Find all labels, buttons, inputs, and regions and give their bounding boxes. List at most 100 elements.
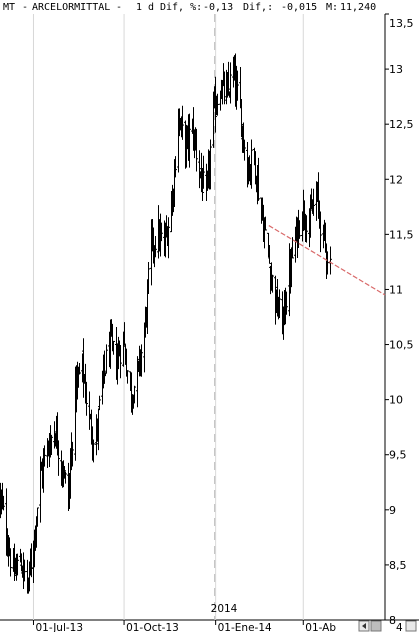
ohlc-bar	[88, 391, 91, 430]
ohlc-bar	[319, 211, 322, 253]
ohlc-bar	[50, 434, 53, 456]
y-tick-label: 13,5	[389, 17, 414, 30]
ohlc-bar	[268, 244, 271, 265]
ohlc-bar	[57, 440, 60, 476]
ohlc-bar	[198, 150, 201, 189]
ohlc-bar	[181, 105, 184, 140]
ohlc-bar	[214, 76, 217, 133]
header-dash: -	[22, 2, 28, 13]
ohlc-bar	[71, 441, 74, 467]
y-tick-label: 13	[389, 63, 403, 76]
ohlc-bar	[271, 274, 274, 293]
header-change-pct: -0,13	[203, 2, 233, 13]
trendline[interactable]	[268, 225, 386, 296]
ohlc-bar	[36, 507, 39, 527]
header-change-label: Dif, %:	[160, 2, 202, 13]
y-tick-label: 12,5	[389, 118, 414, 131]
ohlc-bar	[13, 543, 16, 581]
ohlc-bar	[112, 340, 115, 355]
chart-header: MT - ARCELORMITTAL - 1 d Dif, %: -0,13 D…	[3, 2, 376, 13]
header-name: ARCELORMITTAL	[32, 2, 110, 13]
scroll-right-icon[interactable]	[405, 620, 417, 632]
ohlc-bar	[63, 465, 66, 479]
y-tick-label: 9	[389, 504, 396, 517]
y-axis-labels: 13,5 13 12,5 12 11,5 11 10,5 10 9,5 9 8,5 8	[385, 13, 414, 627]
ohlc-bar	[9, 548, 12, 577]
ohlc-bar	[64, 471, 67, 484]
ohlc-bar	[123, 322, 126, 346]
ohlc-bar	[264, 216, 267, 231]
x-tick-label: 01-Oct-13	[126, 622, 179, 632]
ohlc-bar	[160, 222, 163, 242]
y-tick-label: 9,5	[389, 449, 407, 462]
ohlc-bar	[250, 139, 253, 189]
ohlc-bars	[0, 53, 332, 594]
ohlc-bar	[23, 559, 26, 582]
ohlc-bar	[285, 291, 288, 315]
year-marker-label: 2014	[211, 603, 238, 615]
ohlc-bar	[329, 246, 332, 275]
ohlc-bar	[78, 362, 81, 375]
ohlc-bar	[227, 61, 230, 96]
ohlc-bar	[174, 156, 177, 178]
x-tick-label: 01-Jul-13	[35, 622, 83, 632]
x-axis-labels: 01-Jul-13 01-Oct-13 01-Ene-14 01-Ab	[32, 620, 336, 632]
ohlc-bar	[85, 381, 88, 416]
ohlc-bar	[257, 157, 260, 201]
ohlc-bar	[105, 344, 108, 374]
ohlc-bar	[223, 71, 226, 105]
ohlc-bar	[154, 236, 157, 258]
ohlc-bar	[201, 168, 204, 201]
y-tick-label: 12	[389, 173, 403, 186]
ohlc-bar	[98, 395, 101, 411]
header-price: 11,240	[340, 2, 376, 13]
x-tick-label: 01-Ene-14	[218, 622, 272, 632]
y-tick-label: 10	[389, 394, 403, 407]
ohlc-bar	[2, 495, 5, 511]
y-tick-label: 11	[389, 283, 403, 296]
ohlc-bar	[126, 370, 129, 384]
ohlc-bar	[209, 139, 212, 190]
scroll-left-arrow-icon	[362, 623, 366, 629]
ohlc-bar	[195, 128, 198, 172]
y-tick-label: 11,5	[389, 228, 414, 241]
scroll-right-label: 4	[396, 622, 403, 632]
ohlc-bar	[236, 70, 239, 101]
ohlc-bar	[103, 350, 106, 384]
header-price-label: M:	[326, 2, 338, 13]
y-tick-label: 10,5	[389, 339, 414, 352]
ohlc-bar	[297, 209, 300, 249]
ohlc-bar	[229, 62, 232, 104]
ohlc-bar	[188, 113, 191, 168]
ohlc-bar	[291, 237, 294, 259]
ohlc-bar	[216, 93, 219, 116]
x-tick-label: 01-Ab	[305, 622, 336, 632]
ohlc-bar	[119, 345, 122, 379]
ohlc-bar	[305, 215, 308, 243]
ohlc-bar	[147, 262, 150, 295]
ohlc-bar	[312, 188, 315, 216]
y-tick-label: 8,5	[389, 559, 407, 572]
scroll-controls[interactable]: 4	[358, 620, 417, 632]
header-period: 1 d	[136, 2, 154, 13]
ohlc-bar	[278, 289, 281, 319]
ohlc-bar	[167, 217, 170, 259]
header-change-abs: -0,015	[281, 2, 317, 13]
header-symbol: MT	[3, 2, 15, 13]
grid-layer	[32, 14, 304, 620]
header-dash: -	[116, 2, 122, 13]
scrollbar-icon[interactable]	[370, 620, 382, 632]
trendline-layer[interactable]	[268, 225, 386, 296]
header-change-abs-label: Dif,:	[243, 2, 273, 13]
ohlc-bar	[298, 220, 301, 239]
ohlc-bar	[43, 445, 46, 467]
y-tick-label: 8	[389, 614, 396, 627]
ohlc-bar	[92, 439, 95, 463]
ohlc-bar	[202, 155, 205, 189]
ohlc-bar	[16, 553, 19, 576]
ohlc-bar	[140, 344, 143, 377]
ohlc-bar	[133, 385, 136, 404]
ohlc-bar	[243, 139, 246, 161]
ohlc-bar	[30, 543, 33, 578]
